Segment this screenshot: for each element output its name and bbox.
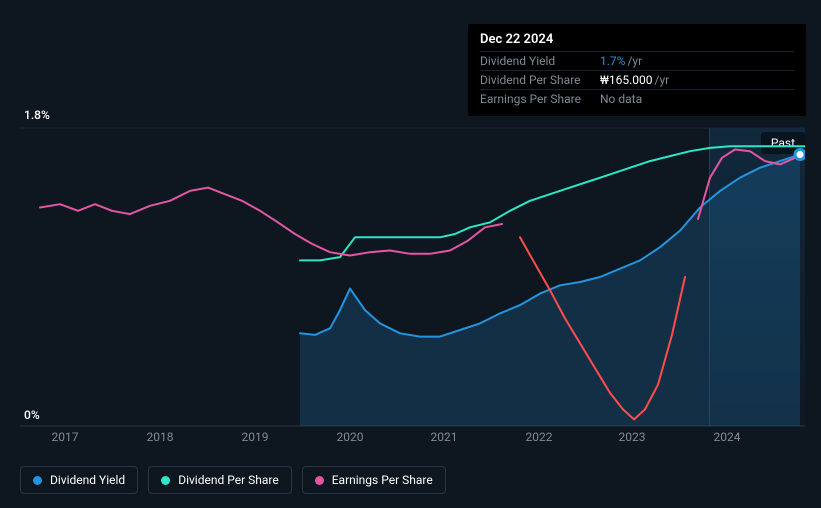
legend-item-dividend-yield[interactable]: Dividend Yield bbox=[20, 466, 138, 494]
chart-svg bbox=[20, 110, 805, 450]
x-tick: 2021 bbox=[431, 430, 458, 444]
legend-label: Dividend Yield bbox=[50, 473, 125, 487]
legend-item-dividend-per-share[interactable]: Dividend Per Share bbox=[148, 466, 292, 494]
x-tick: 2018 bbox=[147, 430, 174, 444]
tooltip-row: Earnings Per ShareNo data bbox=[480, 89, 794, 108]
dividend-chart: Past 1.8% 0% 201720182019202020212022202… bbox=[20, 110, 805, 450]
x-tick: 2020 bbox=[337, 430, 364, 444]
tooltip-row: Dividend Yield1.7%/yr bbox=[480, 51, 794, 70]
tooltip-row-suffix: /yr bbox=[627, 54, 642, 68]
tooltip-row-suffix: /yr bbox=[655, 73, 670, 87]
x-tick: 2024 bbox=[714, 430, 741, 444]
tooltip-row-value: 1.7% bbox=[600, 54, 625, 68]
legend-dot bbox=[315, 476, 324, 485]
tooltip-row-label: Earnings Per Share bbox=[480, 92, 600, 106]
legend-item-earnings-per-share[interactable]: Earnings Per Share bbox=[302, 466, 446, 494]
legend-dot bbox=[161, 476, 170, 485]
x-tick: 2023 bbox=[619, 430, 646, 444]
tooltip-row-label: Dividend Yield bbox=[480, 54, 600, 68]
x-tick: 2017 bbox=[52, 430, 79, 444]
legend-dot bbox=[33, 476, 42, 485]
x-tick: 2022 bbox=[526, 430, 553, 444]
tooltip-row: Dividend Per Share₩165.000/yr bbox=[480, 70, 794, 89]
x-tick: 2019 bbox=[242, 430, 269, 444]
tooltip-date: Dec 22 2024 bbox=[480, 32, 794, 51]
tooltip-row-value: No data bbox=[600, 92, 642, 106]
legend-label: Dividend Per Share bbox=[178, 473, 279, 487]
chart-tooltip: Dec 22 2024 Dividend Yield1.7%/yrDividen… bbox=[468, 24, 806, 116]
tooltip-row-value: ₩165.000 bbox=[600, 73, 653, 87]
chart-legend: Dividend Yield Dividend Per Share Earnings… bbox=[20, 466, 446, 494]
legend-label: Earnings Per Share bbox=[332, 473, 433, 487]
tooltip-row-label: Dividend Per Share bbox=[480, 73, 600, 87]
